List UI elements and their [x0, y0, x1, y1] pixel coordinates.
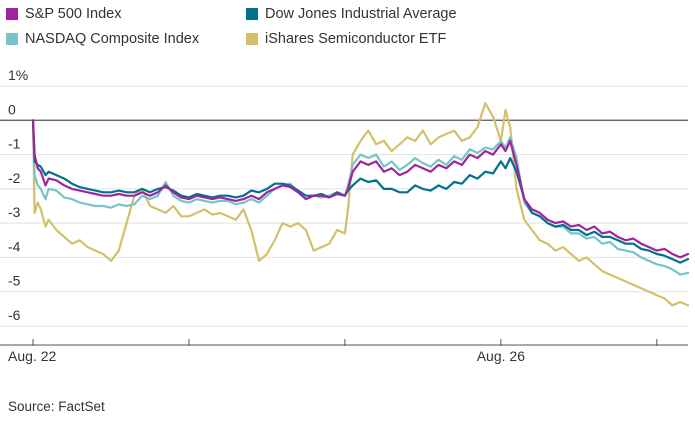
legend-item-semiconductor-etf: iShares Semiconductor ETF	[246, 31, 446, 47]
series-line-sp500	[31, 119, 690, 259]
legend-item-sp500: S&P 500 Index	[6, 6, 121, 22]
chart-legend: S&P 500 Index Dow Jones Industrial Avera…	[6, 6, 686, 50]
y-tick-label: -3	[8, 204, 21, 220]
legend-label-nasdaq: NASDAQ Composite Index	[25, 31, 200, 47]
y-tick-label: -6	[8, 307, 21, 323]
legend-label-dow-jones: Dow Jones Industrial Average	[265, 6, 457, 22]
legend-swatch-dow-jones	[246, 8, 258, 20]
series-line-nasdaq	[31, 119, 690, 276]
legend-swatch-nasdaq	[6, 33, 18, 45]
x-tick-label: Aug. 22	[8, 348, 56, 364]
legend-item-dow-jones: Dow Jones Industrial Average	[246, 6, 457, 22]
legend-swatch-sp500	[6, 8, 18, 20]
source-note: Source: FactSet	[8, 399, 105, 414]
legend-swatch-semiconductor-etf	[246, 33, 258, 45]
y-tick-label: -1	[8, 136, 21, 152]
y-tick-label: -2	[8, 170, 21, 186]
series-line-dow-jones	[31, 119, 690, 264]
x-tick-label: Aug. 26	[477, 348, 525, 364]
legend-label-semiconductor-etf: iShares Semiconductor ETF	[265, 31, 447, 47]
legend-label-sp500: S&P 500 Index	[25, 6, 122, 22]
y-tick-label: 0	[8, 101, 16, 117]
legend-item-nasdaq: NASDAQ Composite Index	[6, 31, 199, 47]
y-tick-label: -5	[8, 273, 21, 289]
y-tick-label: 1%	[8, 67, 28, 83]
y-tick-label: -4	[8, 238, 21, 254]
